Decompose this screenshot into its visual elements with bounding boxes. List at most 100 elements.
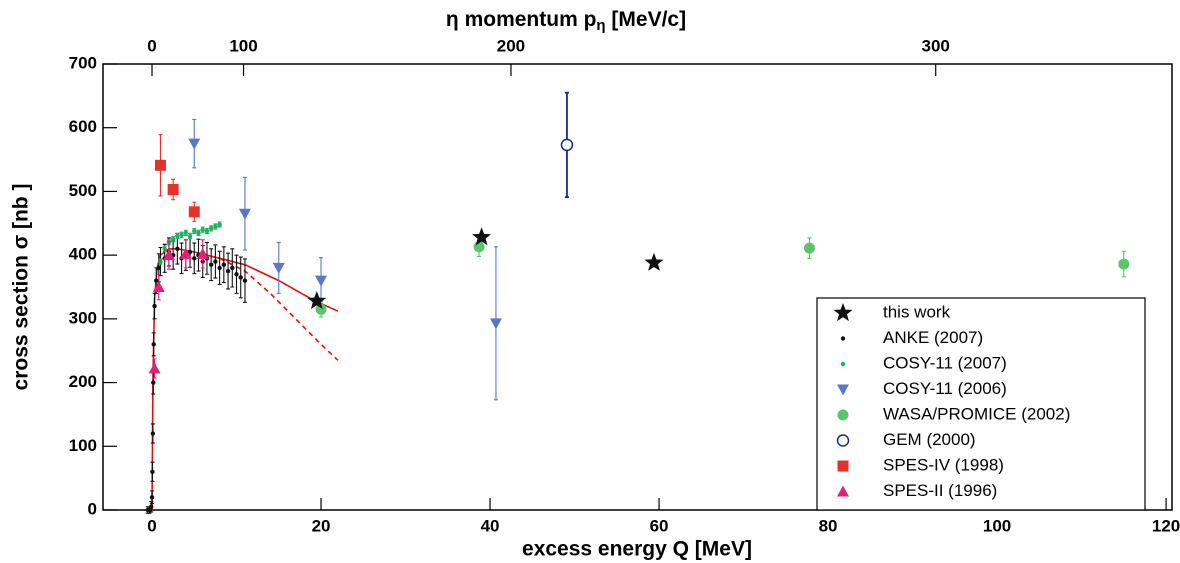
x2-tick-label: 300 <box>922 36 950 55</box>
star-marker <box>644 252 664 271</box>
dot-marker <box>151 342 156 347</box>
dot-marker <box>149 495 155 500</box>
legend-marker <box>836 434 850 447</box>
top-axis-label: η momentum pη [MeV/c] <box>446 8 686 34</box>
triangle-up-marker <box>152 281 165 292</box>
dot-marker <box>208 262 214 267</box>
dot-marker <box>213 259 218 264</box>
dot-marker <box>187 233 193 239</box>
x-tick-label: 20 <box>312 516 331 535</box>
triangle-down-marker <box>489 318 502 330</box>
legend-label: ANKE (2007) <box>883 328 983 347</box>
dot-marker <box>217 222 222 227</box>
legend-label: COSY-11 (2007) <box>883 353 1007 372</box>
triangle-up-marker <box>148 362 161 374</box>
x-axis-label: excess energy Q [MeV] <box>522 538 752 561</box>
square-marker <box>167 184 179 196</box>
y-tick-label: 200 <box>69 372 97 391</box>
dot-marker <box>148 504 154 510</box>
dot-marker <box>200 227 205 232</box>
legend-label: COSY-11 (2006) <box>883 379 1007 398</box>
dot-marker <box>230 265 235 271</box>
legend-label: GEM (2000) <box>883 430 976 449</box>
dot-marker <box>183 230 189 236</box>
top-axis-label-sub: η <box>596 17 605 34</box>
legend-label: this work <box>883 302 951 321</box>
dot-marker <box>156 265 161 271</box>
dot-marker <box>192 228 197 234</box>
triangle-down-marker <box>315 275 328 287</box>
x2-tick-label: 0 <box>147 36 156 55</box>
open-circle-marker <box>560 138 574 152</box>
legend-marker <box>837 384 849 396</box>
dot-marker <box>152 303 157 309</box>
dot-marker <box>192 256 197 261</box>
star-marker <box>307 291 327 310</box>
triangle-up-marker <box>162 249 175 261</box>
dot-marker <box>217 265 222 271</box>
top-axis-label-tail: [MeV/c] <box>606 8 687 31</box>
triangle-up-marker <box>196 247 209 259</box>
dot-marker <box>162 246 167 251</box>
legend-marker <box>840 336 846 341</box>
dot-marker <box>151 380 156 385</box>
star-marker <box>472 227 492 246</box>
square-marker <box>188 206 200 218</box>
x-tick-label: 100 <box>983 516 1011 535</box>
legend-marker <box>837 409 849 421</box>
dot-marker <box>170 237 176 242</box>
circle-marker <box>1118 258 1130 270</box>
triangle-up-marker <box>179 247 192 259</box>
dot-marker <box>225 268 231 274</box>
dot-marker <box>158 259 163 264</box>
circle-marker <box>315 303 327 315</box>
dot-marker <box>150 469 155 474</box>
dot-marker <box>242 278 248 283</box>
y-tick-label: 500 <box>69 181 97 200</box>
x-tick-label: 120 <box>1152 516 1180 535</box>
triangle-down-marker <box>238 208 251 220</box>
legend-label: SPES-II (1996) <box>883 481 997 500</box>
dot-marker <box>204 228 210 234</box>
y-tick-label: 100 <box>69 436 97 455</box>
x-tick-label: 80 <box>819 516 838 535</box>
x-tick-label: 0 <box>147 516 156 535</box>
dot-marker <box>187 249 193 255</box>
plot-frame <box>102 63 1173 511</box>
x2-tick-label: 200 <box>497 36 525 55</box>
dot-marker <box>213 224 218 229</box>
top-axis-label-main: η momentum p <box>446 8 597 31</box>
square-marker <box>154 159 166 171</box>
dot-marker <box>175 246 180 251</box>
dot-marker <box>234 272 239 277</box>
legend <box>816 297 1146 511</box>
legend-box <box>816 297 1146 511</box>
dot-marker <box>208 226 214 231</box>
legend-marker <box>837 460 849 472</box>
dot-marker <box>175 233 180 239</box>
dot-marker <box>150 431 156 436</box>
dot-marker <box>179 232 184 237</box>
dot-marker <box>196 230 201 236</box>
legend-label: SPES-IV (1998) <box>883 455 1004 474</box>
y-tick-label: 300 <box>69 308 97 327</box>
y-tick-label: 600 <box>69 117 97 136</box>
y-tick-label: 700 <box>69 53 97 72</box>
fit-curve <box>219 257 339 361</box>
circle-marker <box>803 242 815 254</box>
x2-tick-label: 100 <box>229 36 257 55</box>
x-tick-label: 40 <box>481 516 500 535</box>
legend-label: WASA/PROMICE (2002) <box>883 404 1070 423</box>
x-tick-label: 60 <box>650 516 669 535</box>
y-axis-label: cross section σ [nb ] <box>10 184 33 391</box>
y-tick-label: 400 <box>69 245 97 264</box>
legend-marker <box>840 361 846 367</box>
legend-marker <box>833 303 853 322</box>
triangle-down-marker <box>272 262 285 274</box>
dot-marker <box>221 262 227 267</box>
legend-marker <box>837 485 849 497</box>
dot-marker <box>238 275 243 280</box>
triangle-down-marker <box>188 138 201 150</box>
y-tick-label: 0 <box>88 499 97 518</box>
